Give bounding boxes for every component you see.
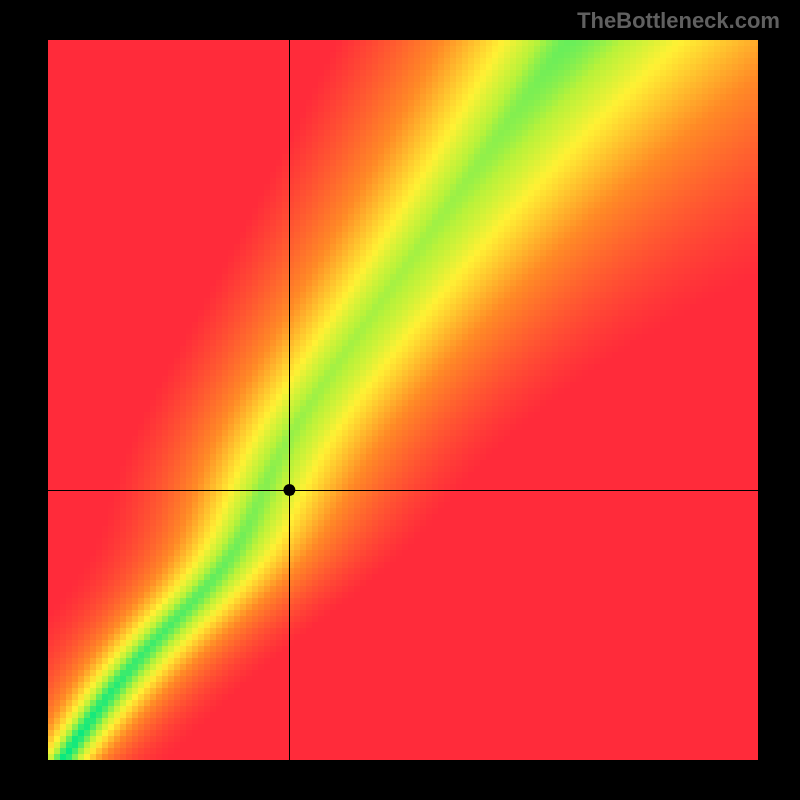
bottleneck-heatmap bbox=[48, 40, 758, 760]
heatmap-canvas bbox=[48, 40, 758, 760]
chart-container: TheBottleneck.com bbox=[0, 0, 800, 800]
watermark-text: TheBottleneck.com bbox=[577, 8, 780, 34]
